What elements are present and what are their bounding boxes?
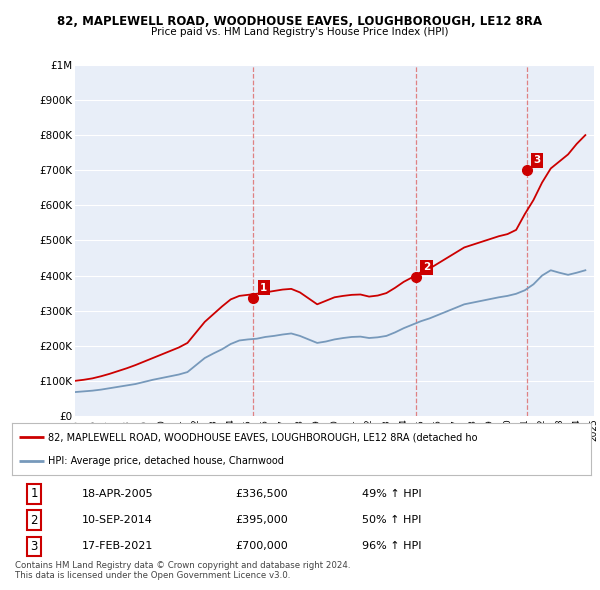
- Text: 49% ↑ HPI: 49% ↑ HPI: [362, 489, 422, 499]
- Text: 82, MAPLEWELL ROAD, WOODHOUSE EAVES, LOUGHBOROUGH, LE12 8RA (detached ho: 82, MAPLEWELL ROAD, WOODHOUSE EAVES, LOU…: [49, 432, 478, 442]
- Text: 1: 1: [260, 283, 268, 293]
- Text: 17-FEB-2021: 17-FEB-2021: [82, 542, 153, 552]
- Text: 1: 1: [30, 487, 38, 500]
- Text: Contains HM Land Registry data © Crown copyright and database right 2024.
This d: Contains HM Land Registry data © Crown c…: [15, 560, 350, 580]
- Text: Price paid vs. HM Land Registry's House Price Index (HPI): Price paid vs. HM Land Registry's House …: [151, 27, 449, 37]
- Text: 2: 2: [30, 514, 38, 527]
- Text: 18-APR-2005: 18-APR-2005: [82, 489, 153, 499]
- Text: 3: 3: [533, 155, 541, 165]
- Text: £700,000: £700,000: [235, 542, 287, 552]
- Text: 82, MAPLEWELL ROAD, WOODHOUSE EAVES, LOUGHBOROUGH, LE12 8RA: 82, MAPLEWELL ROAD, WOODHOUSE EAVES, LOU…: [58, 15, 542, 28]
- Text: 96% ↑ HPI: 96% ↑ HPI: [362, 542, 422, 552]
- Text: 10-SEP-2014: 10-SEP-2014: [82, 515, 152, 525]
- Text: 2: 2: [423, 263, 430, 273]
- Text: HPI: Average price, detached house, Charnwood: HPI: Average price, detached house, Char…: [49, 456, 284, 466]
- Text: 3: 3: [31, 540, 38, 553]
- Text: 50% ↑ HPI: 50% ↑ HPI: [362, 515, 422, 525]
- Text: £395,000: £395,000: [235, 515, 287, 525]
- Text: £336,500: £336,500: [235, 489, 287, 499]
